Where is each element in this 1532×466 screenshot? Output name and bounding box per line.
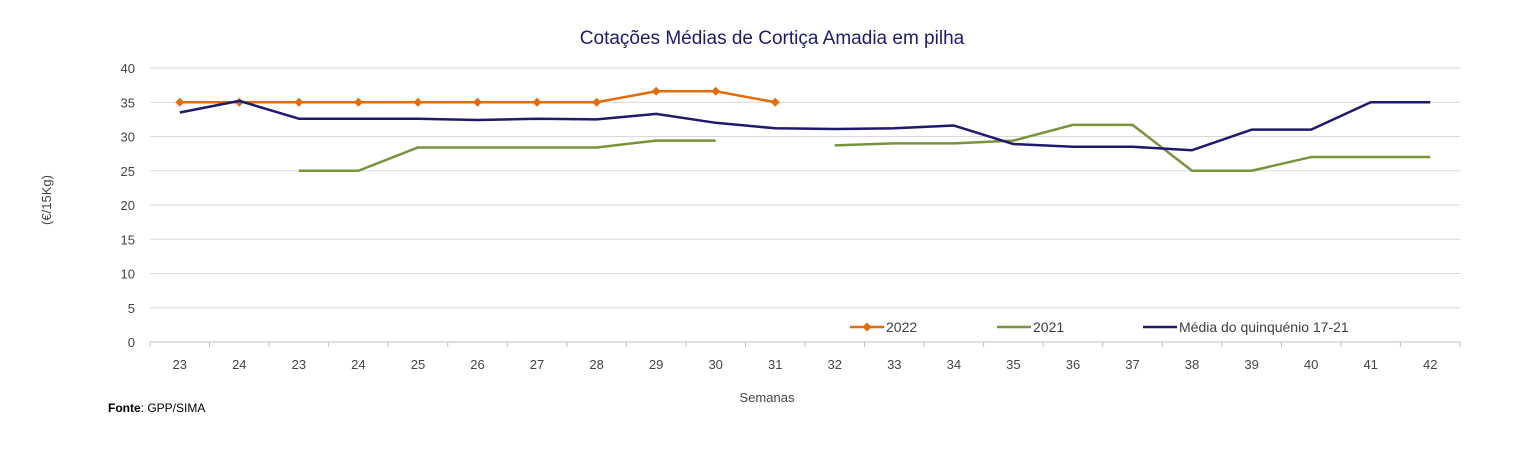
x-tick-label: 26 xyxy=(470,357,484,372)
data-point xyxy=(353,97,363,107)
legend-marker xyxy=(862,322,872,332)
legend-item: 2021 xyxy=(997,319,1064,335)
source-label: Fonte xyxy=(108,401,141,415)
y-tick-label: 20 xyxy=(121,198,135,213)
x-axis-ticks: 23 24 23 24 25 26 27 28 29 30 31 32 33 34 35 36 37 38 39 40… xyxy=(149,342,1461,372)
legend-item: 2022 xyxy=(850,319,917,335)
x-tick-label: 42 xyxy=(1423,357,1437,372)
x-tick-label: 40 xyxy=(1304,357,1318,372)
source-text: : GPP/SIMA xyxy=(140,401,206,415)
grid-lines xyxy=(150,67,1460,343)
x-tick-label: 24 xyxy=(351,357,365,372)
y-axis-ticks: 0 5 10 15 20 25 30 35 40 xyxy=(121,61,135,350)
y-tick-label: 0 xyxy=(128,335,135,350)
data-point xyxy=(473,97,482,107)
chart-title: Cotações Médias de Cortiça Amadia em pil… xyxy=(580,28,965,49)
data-point xyxy=(532,97,542,107)
x-tick-label: 36 xyxy=(1066,357,1080,372)
x-tick-label: 23 xyxy=(173,357,187,372)
x-tick-label: 29 xyxy=(649,357,663,372)
x-axis-label: Semanas xyxy=(740,390,795,405)
legend: 2022 2021 Média do quinquénio 17-21 xyxy=(850,319,1349,335)
source-note: Fonte: GPP/SIMA xyxy=(108,401,205,415)
x-tick-label: 23 xyxy=(292,357,306,372)
legend-label: 2022 xyxy=(886,319,917,335)
data-point xyxy=(294,97,304,107)
legend-label: Média do quinquénio 17-21 xyxy=(1179,319,1349,335)
legend-item: Média do quinquénio 17-21 xyxy=(1143,319,1349,335)
y-tick-label: 40 xyxy=(121,61,135,76)
data-point xyxy=(711,86,721,96)
y-tick-label: 30 xyxy=(121,130,135,145)
y-tick-label: 15 xyxy=(121,232,135,247)
x-tick-label: 34 xyxy=(947,357,961,372)
data-point xyxy=(770,97,780,107)
data-point xyxy=(413,97,423,107)
series-line xyxy=(179,99,1431,152)
legend-label: 2021 xyxy=(1033,319,1064,335)
x-tick-label: 24 xyxy=(232,357,246,372)
x-tick-label: 25 xyxy=(411,357,425,372)
x-tick-label: 28 xyxy=(589,357,603,372)
series-m-dia-do-quinqu-nio-17-21 xyxy=(179,99,1431,152)
x-tick-label: 31 xyxy=(768,357,782,372)
y-tick-label: 10 xyxy=(121,267,135,282)
x-tick-label: 30 xyxy=(708,357,722,372)
x-tick-label: 37 xyxy=(1125,357,1139,372)
series-2022 xyxy=(175,86,780,107)
x-tick-label: 38 xyxy=(1185,357,1199,372)
x-tick-label: 32 xyxy=(828,357,842,372)
data-point xyxy=(234,97,244,107)
series-line xyxy=(298,139,716,172)
data-point xyxy=(651,86,661,96)
series-2021 xyxy=(298,123,1431,172)
y-axis-label: (€/15Kg) xyxy=(39,175,54,225)
x-tick-label: 39 xyxy=(1244,357,1258,372)
series-group xyxy=(175,86,1431,172)
x-tick-label: 27 xyxy=(530,357,544,372)
y-tick-label: 25 xyxy=(121,164,135,179)
y-tick-label: 5 xyxy=(128,301,135,316)
x-tick-label: 33 xyxy=(887,357,901,372)
y-tick-label: 35 xyxy=(121,95,135,110)
data-point xyxy=(175,97,185,107)
data-point xyxy=(592,97,602,107)
x-tick-label: 41 xyxy=(1363,357,1377,372)
series-line xyxy=(834,123,1431,172)
x-tick-label: 35 xyxy=(1006,357,1020,372)
